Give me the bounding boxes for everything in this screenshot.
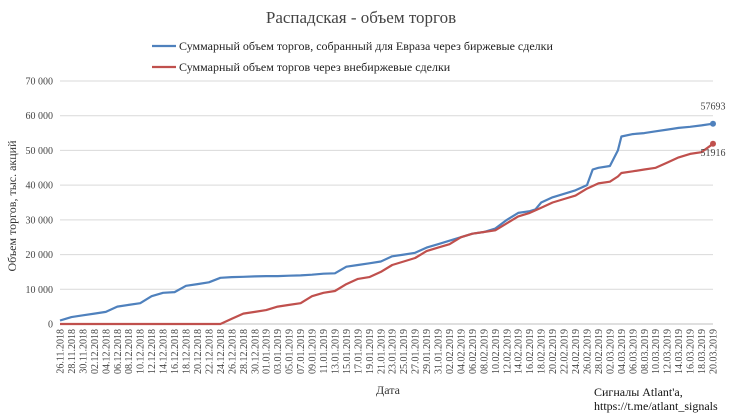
x-tick-label: 16.02.2019 bbox=[525, 329, 536, 374]
x-tick-label: 19.01.2019 bbox=[365, 329, 376, 374]
series-end-label-2: 51916 bbox=[701, 148, 726, 159]
x-tick-label: 15.01.2019 bbox=[342, 329, 353, 374]
y-tick-label: 30 000 bbox=[26, 215, 54, 226]
y-tick-label: 10 000 bbox=[26, 285, 54, 296]
x-tick-label: 26.02.2019 bbox=[582, 329, 593, 374]
x-tick-label: 28.02.2019 bbox=[594, 329, 605, 374]
y-tick-label: 70 000 bbox=[26, 77, 54, 88]
x-tick-label: 01.01.2019 bbox=[262, 329, 273, 374]
credit-line-1: Сигналы Atlant'a, bbox=[594, 385, 683, 399]
x-tick-label: 20.12.2018 bbox=[193, 329, 204, 374]
x-tick-label: 14.02.2019 bbox=[514, 329, 525, 374]
x-tick-label: 20.03.2019 bbox=[709, 329, 720, 374]
legend-entry-2: Суммарный объем торгов через внебиржевые… bbox=[179, 60, 451, 74]
series-end-point-2 bbox=[710, 140, 716, 147]
x-tick-label: 29.01.2019 bbox=[422, 329, 433, 374]
x-tick-label: 06.03.2019 bbox=[628, 329, 639, 374]
series-line-2 bbox=[60, 142, 714, 326]
x-axis-ticks: 26.11.2018 28.11.2018 30.11.2018 02.12.2018… bbox=[56, 329, 720, 374]
x-tick-label: 13.01.2019 bbox=[330, 329, 341, 374]
y-tick-label: 50 000 bbox=[26, 146, 54, 157]
x-tick-label: 08.12.2018 bbox=[124, 329, 135, 374]
x-tick-label: 05.01.2019 bbox=[285, 329, 296, 374]
x-tick-label: 17.01.2019 bbox=[353, 329, 364, 374]
x-axis-label: Дата bbox=[376, 383, 401, 397]
x-tick-label: 25.01.2019 bbox=[399, 329, 410, 374]
x-tick-label: 24.02.2019 bbox=[571, 329, 582, 374]
y-axis-ticks: 0 10 000 20 000 30 000 40 000 50 000 60 000 70 … bbox=[26, 77, 54, 331]
chart-title: Распадская - объем торгов bbox=[266, 8, 456, 27]
x-tick-label: 16.12.2018 bbox=[170, 329, 181, 374]
gridlines bbox=[60, 80, 713, 325]
x-tick-label: 04.03.2019 bbox=[617, 329, 628, 374]
series-end-point-1 bbox=[710, 120, 716, 127]
x-tick-label: 30.12.2018 bbox=[250, 329, 261, 374]
x-tick-label: 23.01.2019 bbox=[388, 329, 399, 374]
x-tick-label: 14.03.2019 bbox=[674, 329, 685, 374]
x-tick-label: 08.02.2019 bbox=[479, 329, 490, 374]
x-tick-label: 10.02.2019 bbox=[491, 329, 502, 374]
x-tick-label: 03.01.2019 bbox=[273, 329, 284, 374]
x-tick-label: 12.02.2019 bbox=[502, 329, 513, 374]
x-tick-label: 11.01.2019 bbox=[319, 329, 330, 374]
x-tick-label: 04.02.2019 bbox=[456, 329, 467, 374]
x-tick-label: 06.12.2018 bbox=[113, 329, 124, 374]
y-axis-label: Объем торгов, тыс. акций bbox=[5, 140, 19, 272]
x-tick-label: 02.12.2018 bbox=[90, 329, 101, 374]
x-tick-label: 10.12.2018 bbox=[136, 329, 147, 374]
x-tick-label: 24.12.2018 bbox=[216, 329, 227, 374]
x-tick-label: 02.03.2019 bbox=[605, 329, 616, 374]
y-tick-label: 40 000 bbox=[26, 181, 54, 192]
legend-entry-1: Суммарный объем торгов, собранный для Ев… bbox=[179, 39, 553, 53]
x-tick-label: 22.12.2018 bbox=[204, 329, 215, 374]
x-tick-label: 28.12.2018 bbox=[239, 329, 250, 374]
x-tick-label: 10.03.2019 bbox=[651, 329, 662, 374]
series-lines: 57693 51916 bbox=[59, 102, 726, 326]
x-tick-label: 09.01.2019 bbox=[308, 329, 319, 374]
x-tick-label: 08.03.2019 bbox=[640, 329, 651, 374]
credit-text: Сигналы Atlant'a, https://t.me/atlant_si… bbox=[594, 385, 718, 413]
x-tick-label: 22.02.2019 bbox=[560, 329, 571, 374]
x-tick-label: 04.12.2018 bbox=[101, 329, 112, 374]
x-tick-label: 28.11.2018 bbox=[67, 329, 78, 374]
x-tick-label: 12.12.2018 bbox=[147, 329, 158, 374]
legend: Суммарный объем торгов, собранный для Ев… bbox=[152, 39, 553, 74]
x-tick-label: 07.01.2019 bbox=[296, 329, 307, 374]
x-tick-label: 21.01.2019 bbox=[376, 329, 387, 374]
x-tick-label: 31.01.2019 bbox=[434, 329, 445, 374]
x-tick-label: 06.02.2019 bbox=[468, 329, 479, 374]
x-tick-label: 12.03.2019 bbox=[663, 329, 674, 374]
x-tick-label: 26.12.2018 bbox=[227, 329, 238, 374]
y-tick-label: 20 000 bbox=[26, 250, 54, 261]
x-tick-label: 18.12.2018 bbox=[182, 329, 193, 374]
credit-link[interactable]: https://t.me/atlant_signals bbox=[594, 399, 718, 413]
x-tick-label: 26.11.2018 bbox=[56, 329, 67, 374]
series-line-1 bbox=[59, 122, 714, 322]
x-tick-label: 16.03.2019 bbox=[686, 329, 697, 374]
series-end-label-1: 57693 bbox=[701, 102, 726, 113]
x-tick-label: 18.02.2019 bbox=[537, 329, 548, 374]
y-tick-label: 60 000 bbox=[26, 111, 54, 122]
x-tick-label: 30.11.2018 bbox=[78, 329, 89, 374]
x-tick-label: 27.01.2019 bbox=[411, 329, 422, 374]
y-tick-label: 0 bbox=[48, 320, 53, 331]
x-tick-label: 18.03.2019 bbox=[697, 329, 708, 374]
x-tick-label: 14.12.2018 bbox=[159, 329, 170, 374]
x-tick-label: 02.02.2019 bbox=[445, 329, 456, 374]
x-tick-label: 20.02.2019 bbox=[548, 329, 559, 374]
